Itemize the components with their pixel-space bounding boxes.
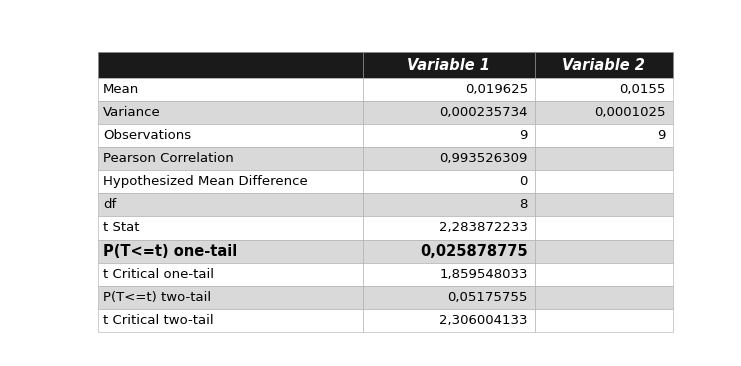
Text: 9: 9 [657, 129, 665, 142]
FancyBboxPatch shape [362, 286, 535, 309]
Text: t Stat: t Stat [103, 221, 139, 235]
Text: Observations: Observations [103, 129, 191, 142]
FancyBboxPatch shape [535, 78, 673, 101]
Text: 1,859548033: 1,859548033 [439, 268, 528, 281]
Text: Variable 2: Variable 2 [562, 57, 645, 72]
FancyBboxPatch shape [362, 78, 535, 101]
FancyBboxPatch shape [535, 309, 673, 332]
Text: Hypothesized Mean Difference: Hypothesized Mean Difference [103, 175, 308, 188]
FancyBboxPatch shape [362, 309, 535, 332]
FancyBboxPatch shape [99, 193, 362, 216]
Text: 0,025878775: 0,025878775 [420, 243, 528, 258]
Text: 0: 0 [519, 175, 528, 188]
Text: 0,0155: 0,0155 [619, 83, 665, 96]
Text: t Critical two-tail: t Critical two-tail [103, 314, 213, 327]
Text: 0,019625: 0,019625 [465, 83, 528, 96]
Text: 0,000235734: 0,000235734 [439, 106, 528, 119]
FancyBboxPatch shape [99, 101, 362, 124]
Text: df: df [103, 198, 116, 211]
Text: t Critical one-tail: t Critical one-tail [103, 268, 214, 281]
FancyBboxPatch shape [535, 193, 673, 216]
FancyBboxPatch shape [362, 263, 535, 286]
FancyBboxPatch shape [362, 101, 535, 124]
FancyBboxPatch shape [99, 52, 362, 78]
FancyBboxPatch shape [535, 286, 673, 309]
FancyBboxPatch shape [362, 147, 535, 170]
FancyBboxPatch shape [535, 239, 673, 263]
FancyBboxPatch shape [535, 170, 673, 193]
FancyBboxPatch shape [362, 239, 535, 263]
Text: 2,283872233: 2,283872233 [439, 221, 528, 235]
Text: Variance: Variance [103, 106, 161, 119]
FancyBboxPatch shape [535, 147, 673, 170]
FancyBboxPatch shape [362, 170, 535, 193]
FancyBboxPatch shape [99, 263, 362, 286]
FancyBboxPatch shape [99, 239, 362, 263]
Text: 0,993526309: 0,993526309 [439, 152, 528, 165]
Text: 9: 9 [519, 129, 528, 142]
FancyBboxPatch shape [535, 124, 673, 147]
FancyBboxPatch shape [535, 101, 673, 124]
Text: 8: 8 [519, 198, 528, 211]
FancyBboxPatch shape [99, 124, 362, 147]
Text: P(T<=t) one-tail: P(T<=t) one-tail [103, 243, 237, 258]
FancyBboxPatch shape [535, 216, 673, 239]
FancyBboxPatch shape [99, 309, 362, 332]
FancyBboxPatch shape [99, 286, 362, 309]
Text: Mean: Mean [103, 83, 139, 96]
Text: Variable 1: Variable 1 [408, 57, 490, 72]
Text: Pearson Correlation: Pearson Correlation [103, 152, 233, 165]
FancyBboxPatch shape [99, 170, 362, 193]
FancyBboxPatch shape [362, 193, 535, 216]
FancyBboxPatch shape [535, 52, 673, 78]
FancyBboxPatch shape [99, 216, 362, 239]
FancyBboxPatch shape [362, 124, 535, 147]
Text: 2,306004133: 2,306004133 [439, 314, 528, 327]
FancyBboxPatch shape [535, 263, 673, 286]
FancyBboxPatch shape [99, 78, 362, 101]
Text: P(T<=t) two-tail: P(T<=t) two-tail [103, 291, 211, 304]
Text: 0,0001025: 0,0001025 [594, 106, 665, 119]
Text: 0,05175755: 0,05175755 [448, 291, 528, 304]
FancyBboxPatch shape [362, 52, 535, 78]
FancyBboxPatch shape [362, 216, 535, 239]
FancyBboxPatch shape [99, 147, 362, 170]
